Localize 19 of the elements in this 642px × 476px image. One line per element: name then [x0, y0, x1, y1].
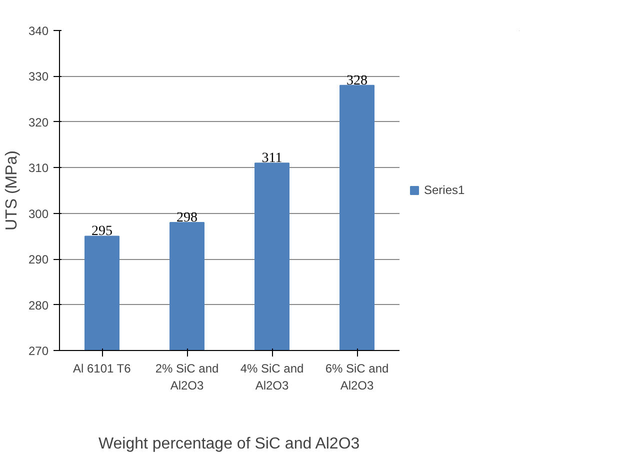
y-tick-label: 330 [28, 70, 49, 84]
data-label: 328 [346, 73, 368, 88]
data-label: 295 [92, 224, 112, 240]
y-tick-label: 320 [28, 115, 49, 130]
y-tick-label: 340 [28, 24, 49, 38]
y-axis-title: UTS (MPa) [3, 150, 20, 230]
x-axis-title: Weight percentage of SiC and Al2O3 [98, 435, 360, 452]
y-tick-label: 290 [28, 252, 49, 267]
y-tick-label: 270 [28, 344, 49, 358]
data-label: 311 [262, 151, 282, 166]
x-tick-label: 2% SiC and Al2O3 [155, 362, 219, 392]
x-tick-label: 4% SiC and Al2O3 [240, 362, 304, 392]
y-tick-label: 300 [28, 206, 49, 221]
data-label: 298 [176, 210, 198, 226]
y-tick-label: 280 [28, 298, 49, 312]
legend-label: Series1 [424, 183, 465, 197]
x-tick-label: 6% SiC and Al2O3 [325, 362, 389, 392]
x-tick-label: Al 6101 T6 [72, 362, 132, 376]
y-tick-label: 310 [28, 161, 49, 176]
